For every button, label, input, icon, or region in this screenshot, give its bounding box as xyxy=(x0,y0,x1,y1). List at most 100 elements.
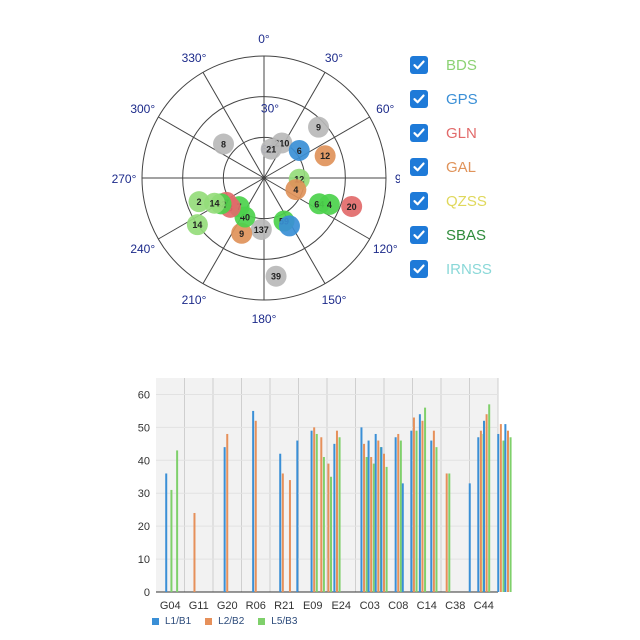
satellite-marker[interactable]: 2 xyxy=(188,191,210,213)
checkbox-checked-icon[interactable] xyxy=(410,90,428,108)
signal-bar xyxy=(320,437,323,592)
x-tick-label: C38 xyxy=(445,600,465,610)
satellite-marker[interactable]: 39 xyxy=(265,265,287,287)
satellite-marker[interactable]: 14 xyxy=(186,214,208,236)
bar-legend-swatch xyxy=(152,618,159,625)
signal-bar xyxy=(327,463,330,592)
signal-bar xyxy=(223,447,226,592)
satellite-dot xyxy=(278,215,300,237)
signal-bar xyxy=(502,440,505,592)
signal-bar xyxy=(360,427,363,592)
x-tick-label: C14 xyxy=(417,600,437,610)
y-tick-label: 40 xyxy=(138,455,150,467)
satellite-dot xyxy=(318,193,340,215)
bar-legend-swatch xyxy=(258,618,266,625)
elevation-label: 30° xyxy=(261,102,279,116)
signal-bar xyxy=(435,447,438,592)
signal-bar xyxy=(288,480,291,592)
satellite-dot xyxy=(203,192,225,214)
checkbox-checked-icon[interactable] xyxy=(410,260,428,278)
legend-item-irnss[interactable]: IRNSS xyxy=(410,252,610,286)
satellite-dot xyxy=(260,138,282,160)
satellite-dot xyxy=(250,218,272,240)
satellite-marker[interactable]: 137 xyxy=(250,218,272,240)
signal-bar xyxy=(335,430,338,592)
signal-bar xyxy=(367,440,370,592)
satellite-marker[interactable]: 9 xyxy=(308,116,330,138)
legend-label: GLN xyxy=(446,124,477,142)
signal-bar xyxy=(322,457,325,592)
azimuth-spoke xyxy=(158,116,265,179)
satellite-marker[interactable] xyxy=(278,215,300,237)
satellite-marker[interactable]: 4 xyxy=(285,179,307,201)
satellite-id: 20 xyxy=(347,202,357,212)
checkbox-checked-icon[interactable] xyxy=(410,124,428,142)
y-tick-label: 60 xyxy=(138,389,150,401)
x-tick-label: E24 xyxy=(331,600,351,610)
x-tick-label: R06 xyxy=(246,600,266,610)
signal-bar xyxy=(315,433,318,592)
signal-bar xyxy=(394,437,397,592)
satellite-marker[interactable]: 9 xyxy=(231,222,253,244)
signal-bar xyxy=(468,483,471,592)
azimuth-label: 270° xyxy=(112,172,137,186)
legend-item-sbas[interactable]: SBAS xyxy=(410,218,610,252)
y-tick-label: 30 xyxy=(138,488,150,500)
bar-legend-swatch xyxy=(205,618,213,625)
legend-item-bds[interactable]: BDS xyxy=(410,48,610,82)
satellite-id: 6 xyxy=(297,146,302,156)
satellite-dot xyxy=(188,191,210,213)
signal-bar xyxy=(252,410,255,592)
checkbox-checked-icon[interactable] xyxy=(410,56,428,74)
azimuth-label: 0° xyxy=(258,32,270,46)
checkbox-checked-icon[interactable] xyxy=(410,226,428,244)
satellite-marker[interactable]: 12 xyxy=(314,145,336,167)
signal-strength-bar-chart: 0 10 20 30 40 50 60 G04 G11 G20 R06 R21 E09 E24 C03 C08… xyxy=(138,378,512,610)
satellite-dot xyxy=(288,139,310,161)
satellite-marker[interactable]: 8 xyxy=(213,133,235,155)
signal-bar xyxy=(421,420,424,592)
satellite-marker[interactable]: 6 xyxy=(288,139,310,161)
signal-bar xyxy=(372,463,375,592)
satellite-id: 39 xyxy=(271,272,281,282)
satellite-marker[interactable]: 21 xyxy=(260,138,282,160)
signal-bar xyxy=(483,420,485,592)
azimuth-label: 150° xyxy=(322,293,347,307)
checkbox-checked-icon[interactable] xyxy=(410,158,428,176)
azimuth-label: 210° xyxy=(182,293,207,307)
legend-item-gln[interactable]: GLN xyxy=(410,116,610,150)
checkbox-checked-icon[interactable] xyxy=(410,192,428,210)
x-tick-label: G04 xyxy=(160,600,181,610)
x-tick-label: E09 xyxy=(303,600,323,610)
bar-legend-item-l5: L5/B3 xyxy=(258,616,297,627)
legend-label: IRNSS xyxy=(446,260,492,278)
signal-bar xyxy=(176,450,179,592)
satellite-dot xyxy=(213,133,235,155)
azimuth-label: 180° xyxy=(252,312,277,326)
y-tick-label: 0 xyxy=(144,587,150,599)
signal-bar xyxy=(296,440,299,592)
bar-legend-item-l1: L1/B1 xyxy=(152,616,191,627)
signal-bar xyxy=(412,417,415,592)
satellite-id: 4 xyxy=(327,200,332,210)
signal-bar xyxy=(310,430,313,592)
bar-legend-label: L2/B2 xyxy=(218,616,245,627)
x-tick-label: G11 xyxy=(189,600,209,610)
satellite-marker[interactable]: 14 xyxy=(203,192,225,214)
satellite-marker[interactable]: 4 xyxy=(318,193,340,215)
satellite-marker[interactable]: 20 xyxy=(341,195,363,217)
legend-item-gal[interactable]: GAL xyxy=(410,150,610,184)
satellite-id: 137 xyxy=(254,225,269,235)
azimuth-label: 330° xyxy=(182,51,207,65)
azimuth-label: 240° xyxy=(130,242,155,256)
legend-label: BDS xyxy=(446,56,477,74)
legend-item-qzss[interactable]: QZSS xyxy=(410,184,610,218)
satellite-id: 40 xyxy=(240,212,250,222)
legend-item-gps[interactable]: GPS xyxy=(410,82,610,116)
legend-label: QZSS xyxy=(446,192,487,210)
bar-legend-item-l2: L2/B2 xyxy=(205,616,244,627)
signal-bar xyxy=(418,414,421,592)
signal-bar xyxy=(313,427,316,592)
signal-bar xyxy=(254,420,257,592)
signal-bar xyxy=(504,424,507,592)
